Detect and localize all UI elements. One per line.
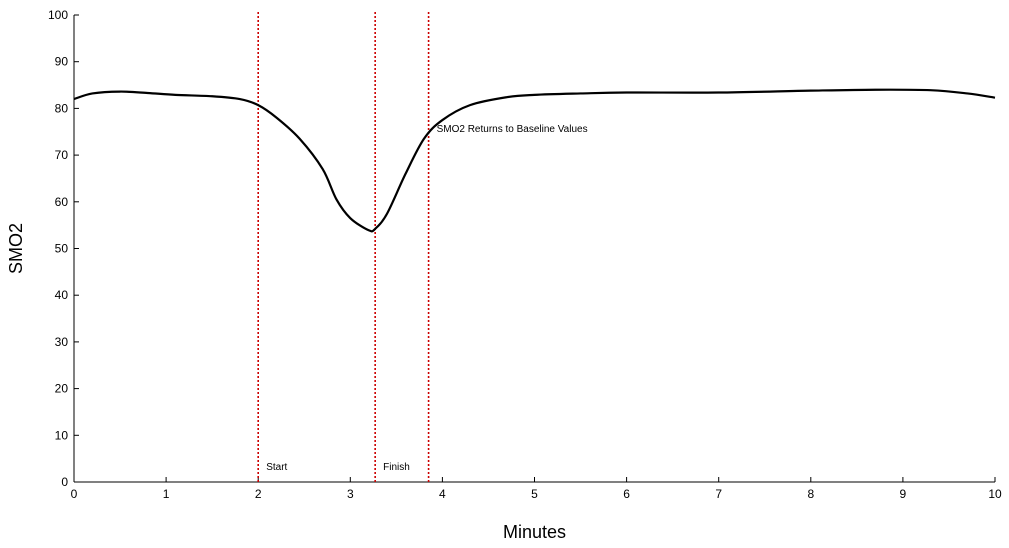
y-tick-label: 70 bbox=[55, 148, 69, 162]
y-tick-label: 90 bbox=[55, 55, 69, 69]
x-tick-label: 10 bbox=[988, 487, 1002, 501]
x-tick-label: 3 bbox=[347, 487, 354, 501]
y-tick-label: 10 bbox=[55, 428, 69, 442]
y-tick-label: 0 bbox=[61, 475, 68, 489]
x-tick-label: 8 bbox=[807, 487, 814, 501]
y-axis-title: SMO2 bbox=[6, 223, 26, 274]
series-line bbox=[73, 88, 996, 233]
x-tick-label: 4 bbox=[439, 487, 446, 501]
y-tick-label: 20 bbox=[55, 382, 69, 396]
marker-label: Start bbox=[266, 462, 287, 473]
marker-label: SMO2 Returns to Baseline Values bbox=[437, 124, 588, 135]
x-tick-label: 0 bbox=[71, 487, 78, 501]
y-tick-label: 80 bbox=[55, 101, 69, 115]
x-tick-label: 1 bbox=[163, 487, 170, 501]
y-tick-label: 60 bbox=[55, 195, 69, 209]
x-tick-label: 2 bbox=[255, 487, 262, 501]
x-tick-label: 5 bbox=[531, 487, 538, 501]
x-tick-label: 6 bbox=[623, 487, 630, 501]
y-tick-label: 30 bbox=[55, 335, 69, 349]
marker-label: Finish bbox=[383, 462, 410, 473]
x-tick-label: 9 bbox=[900, 487, 907, 501]
y-tick-label: 40 bbox=[55, 288, 69, 302]
marker-lines: Start Finish SMO2 Returns to Baseline Valu… bbox=[257, 11, 588, 482]
x-axis-title: Minutes bbox=[503, 522, 566, 542]
y-tick-label: 50 bbox=[55, 242, 69, 256]
y-tick-label: 100 bbox=[48, 8, 68, 22]
series-layer bbox=[73, 88, 996, 233]
x-tick-label: 7 bbox=[715, 487, 722, 501]
